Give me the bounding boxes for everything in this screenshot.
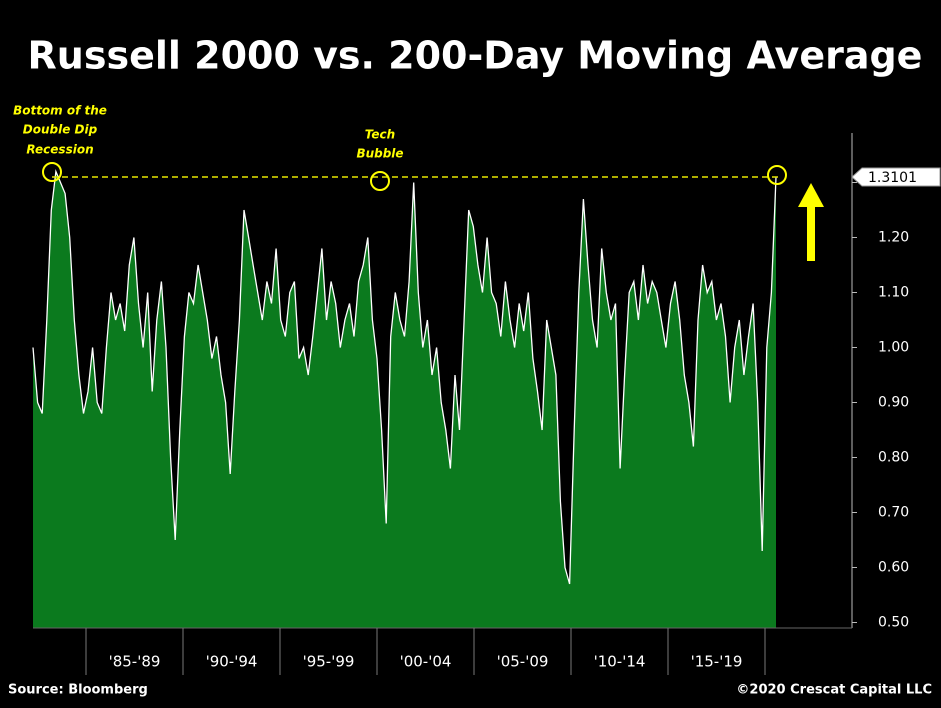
highlight-circle	[767, 165, 787, 185]
x-tick-label: '00-'04	[400, 653, 452, 671]
y-tick-label: 1.00	[878, 340, 909, 356]
x-tick-label: '85-'89	[109, 653, 161, 671]
area	[33, 171, 776, 628]
annotation: Double Dip	[23, 123, 98, 137]
y-tick-label: 0.70	[878, 505, 909, 521]
y-tick-label: 0.80	[878, 450, 909, 466]
x-tick-label: '90-'94	[206, 653, 258, 671]
line	[32, 168, 777, 585]
y-tick-label: 1.10	[878, 285, 909, 301]
x-tick-label: '95-'99	[303, 653, 355, 671]
annotation: Bubble	[356, 147, 403, 161]
annotation: Bottom of the	[13, 104, 107, 118]
highlight-circle	[42, 162, 62, 182]
source: Source: Bloomberg	[8, 683, 148, 698]
y-tick-label: 1.20	[878, 230, 909, 246]
y-tick-label: 0.90	[878, 395, 909, 411]
highlight-circle	[370, 171, 390, 191]
x-tick-label: '15-'19	[691, 653, 743, 671]
arrow-head	[798, 183, 824, 207]
value-label-box	[851, 167, 941, 187]
annotation: Recession	[26, 143, 93, 157]
value-label: 1.3101	[868, 170, 917, 186]
annotation: Tech	[365, 128, 395, 142]
x-tick-label: '10-'14	[594, 653, 646, 671]
y-tick-label: 0.60	[878, 560, 909, 576]
chart-title: Russell 2000 vs. 200-Day Moving Average	[28, 34, 923, 78]
x-tick-label: '05-'09	[497, 653, 549, 671]
copyright: ©2020 Crescat Capital LLC	[736, 683, 932, 698]
y-tick-label: 0.50	[878, 615, 909, 631]
